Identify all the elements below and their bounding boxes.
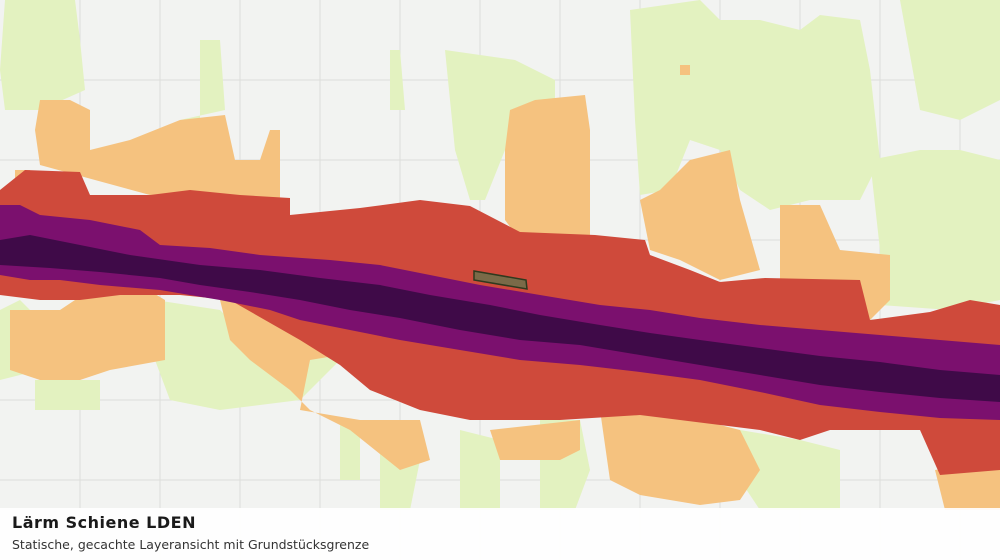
map-subtitle: Statische, gecachte Layeransicht mit Gru… <box>12 537 370 552</box>
legend-panel: Lärm Schiene LDEN Statische, gecachte La… <box>0 508 1000 560</box>
noise-zone-medium <box>10 65 1000 510</box>
parcel-boundary <box>473 270 528 290</box>
noise-zone-highest <box>0 235 1000 402</box>
map-title: Lärm Schiene LDEN <box>12 513 196 532</box>
noise-zone-low <box>0 0 1000 510</box>
